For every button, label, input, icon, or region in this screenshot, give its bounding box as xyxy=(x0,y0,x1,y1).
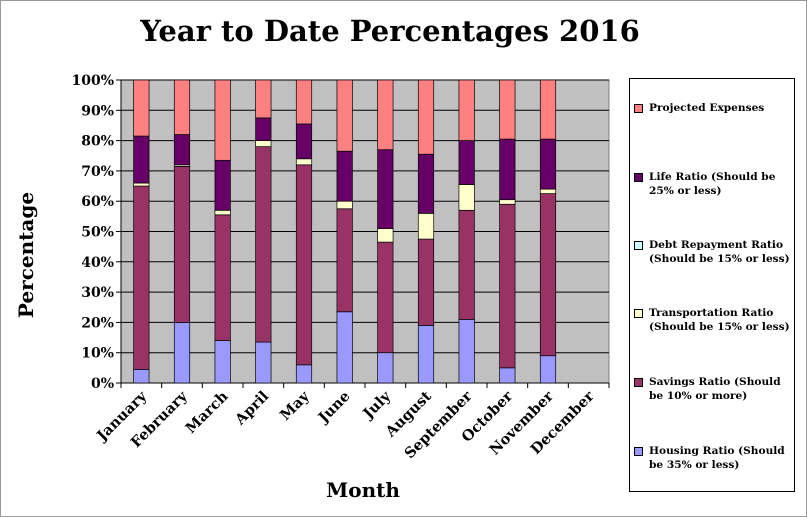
bar-segment xyxy=(458,319,475,384)
bar-segment xyxy=(173,79,191,135)
bar-segment xyxy=(539,355,557,384)
bar-segment xyxy=(255,140,272,148)
legend-label: Savings Ratio (Should be 10% or more) xyxy=(649,376,781,402)
bar-segment xyxy=(417,238,435,326)
legend-swatch xyxy=(634,104,643,113)
bar-segment xyxy=(377,352,394,384)
y-tick-label: 60% xyxy=(81,194,114,210)
y-tick-label: 10% xyxy=(81,346,114,362)
legend-label: Projected Expenses xyxy=(649,102,765,114)
bar-segment xyxy=(336,200,353,210)
bar-segment xyxy=(458,140,475,185)
y-axis-title: Percentage xyxy=(14,192,38,318)
bar-segment xyxy=(377,241,394,354)
bar-segment xyxy=(255,146,272,343)
bar-segment xyxy=(133,135,150,184)
bar-segment xyxy=(295,123,313,160)
x-tick-label: March xyxy=(182,387,231,436)
legend-swatch xyxy=(634,447,643,456)
bar-segment xyxy=(499,203,516,369)
chart-title: Year to Date Percentages 2016 xyxy=(140,14,640,48)
bar-segment xyxy=(133,182,150,187)
x-axis-title: Month xyxy=(326,478,400,502)
bar-segment xyxy=(377,79,394,151)
bar-segment xyxy=(458,209,475,320)
legend-swatch xyxy=(634,173,643,182)
legend-label: Debt Repayment Ratio (Should be 15% or l… xyxy=(649,239,790,265)
bar-segment xyxy=(214,209,231,216)
legend-item: Savings Ratio (Should be 10% or more) xyxy=(634,375,792,403)
bar-segment xyxy=(214,340,231,384)
legend-swatch xyxy=(634,309,643,318)
bar-segment xyxy=(417,79,435,155)
legend-label: Transportation Ratio (Should be 15% or l… xyxy=(649,307,790,333)
bar-segment xyxy=(417,212,435,240)
bar-segment xyxy=(539,188,557,194)
y-tick-label: 70% xyxy=(81,164,114,180)
bar-segment xyxy=(133,369,150,384)
bar-segment xyxy=(214,79,231,161)
bar-segment xyxy=(295,79,313,125)
y-tick-label: 40% xyxy=(81,255,114,271)
y-tick-label: 90% xyxy=(81,103,114,119)
y-tick-label: 30% xyxy=(81,285,114,301)
legend-item: Projected Expenses xyxy=(634,101,792,115)
x-tick-label: May xyxy=(277,387,313,423)
bar-segment xyxy=(377,149,394,229)
legend-item: Transportation Ratio (Should be 15% or l… xyxy=(634,306,792,334)
bar-segment xyxy=(295,364,313,384)
bar-segment xyxy=(255,79,272,119)
bar-segment xyxy=(336,79,353,152)
bar-segment xyxy=(173,322,191,384)
bar-segment xyxy=(539,79,557,140)
bar-segment xyxy=(499,138,516,201)
legend-item: Housing Ratio (Should be 35% or less) xyxy=(634,444,792,472)
bar-segment xyxy=(458,79,475,141)
bar-segment xyxy=(133,185,150,370)
y-tick-label: 80% xyxy=(81,134,114,150)
legend-item: Life Ratio (Should be 25% or less) xyxy=(634,170,792,198)
y-tick-label: 50% xyxy=(81,225,114,241)
legend-label: Life Ratio (Should be 25% or less) xyxy=(649,171,776,197)
bar-segment xyxy=(214,214,231,341)
y-tick-label: 0% xyxy=(91,376,114,392)
bar-segment xyxy=(417,325,435,384)
bar-segment xyxy=(214,159,231,211)
x-tick-label: July xyxy=(359,387,395,423)
bar-segment xyxy=(336,208,353,313)
bar-segment xyxy=(173,166,191,323)
bar-segment xyxy=(255,117,272,141)
bar-segment xyxy=(295,164,313,366)
legend-label: Housing Ratio (Should be 35% or less) xyxy=(649,445,785,471)
bar-segment xyxy=(255,341,272,384)
bar-segment xyxy=(173,134,191,166)
bar-segment xyxy=(417,153,435,214)
bar-segment xyxy=(539,138,557,190)
bar-segment xyxy=(539,193,557,357)
legend-swatch xyxy=(634,378,643,387)
bar-segment xyxy=(336,311,353,384)
bar-segment xyxy=(499,79,516,140)
x-tick-label: April xyxy=(231,387,272,428)
x-tick-label: June xyxy=(314,388,354,428)
legend: Projected Expenses Life Ratio (Should be … xyxy=(629,78,795,492)
legend-item: Debt Repayment Ratio (Should be 15% or l… xyxy=(634,238,792,266)
bar-segment xyxy=(458,184,475,211)
bar-segment xyxy=(499,199,516,205)
legend-swatch xyxy=(634,241,643,250)
bar-segment xyxy=(377,228,394,243)
bar-segment xyxy=(295,158,313,166)
bar-segment xyxy=(336,150,353,202)
bar-segment xyxy=(133,79,150,137)
bar-segment xyxy=(499,367,516,384)
y-tick-label: 20% xyxy=(81,315,114,331)
y-tick-label: 100% xyxy=(71,73,114,89)
